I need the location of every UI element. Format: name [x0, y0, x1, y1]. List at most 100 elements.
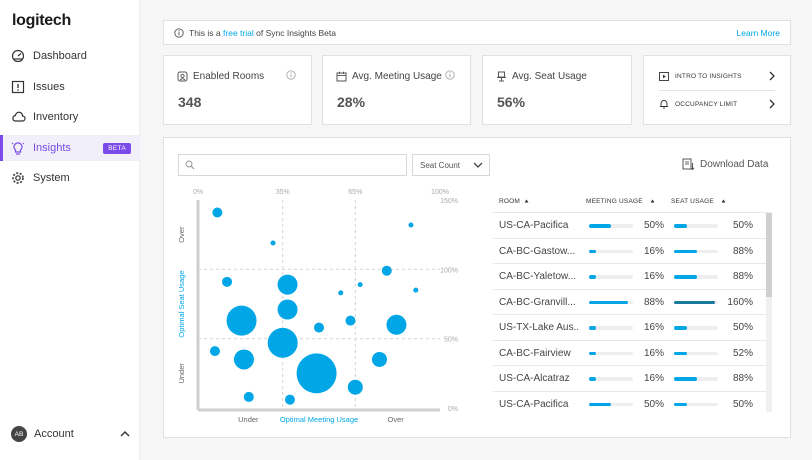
data-point	[212, 207, 223, 218]
download-data-button[interactable]: Download Data	[682, 158, 768, 171]
card-value: 56%	[497, 94, 526, 110]
data-point	[413, 287, 419, 293]
calendar-icon	[336, 71, 347, 82]
usage-scatter-chart: 0% 35% 65% 100% 150% 100% 50% 0% Under Optimal M…	[177, 189, 458, 424]
data-point	[381, 265, 392, 276]
quick-links-card: INTRO TO INSIGHTS OCCUPANCY LIMIT	[643, 55, 791, 125]
sort-icon	[650, 199, 655, 203]
meeting-usage-bar	[589, 224, 633, 228]
sidebar-item-dashboard[interactable]: Dashboard	[0, 43, 140, 69]
rooms-table: ROOM MEETING USAGE SEAT USAGE US-CA-Paci…	[493, 190, 771, 416]
avg-meeting-usage-card: Avg. Meeting Usage 28%	[322, 55, 471, 125]
chevron-up-icon	[120, 428, 130, 440]
header-label: SEAT USAGE	[671, 197, 714, 205]
meeting-usage-bar	[589, 377, 633, 381]
chevron-right-icon	[769, 99, 775, 109]
data-point	[243, 391, 254, 402]
table-row[interactable]: CA-BC-Gastow... 16% 88%	[493, 237, 771, 264]
avg-seat-usage-card: Avg. Seat Usage 56%	[482, 55, 632, 125]
chevron-down-icon	[473, 162, 483, 168]
dashboard-icon	[10, 48, 26, 64]
table-row[interactable]: CA-BC-Fairview 16% 52%	[493, 339, 771, 366]
sidebar-item-label: Issues	[33, 81, 65, 93]
sidebar-item-insights[interactable]: Insights BETA	[0, 135, 140, 161]
trial-text-prefix: This is a	[189, 27, 221, 38]
x-axis-label: Under	[238, 415, 259, 424]
table-row[interactable]: US-TX-Lake Aus... 16% 50%	[493, 314, 771, 340]
x-tick-label: 0%	[193, 189, 203, 196]
sort-icon	[721, 199, 726, 203]
y-tick-label: 100%	[440, 267, 458, 274]
seat-usage-column-header[interactable]: SEAT USAGE	[671, 198, 726, 205]
meeting-usage-value: 88%	[643, 296, 664, 308]
room-name: CA-BC-Yaletow...	[499, 271, 577, 282]
header-label: MEETING USAGE	[586, 197, 643, 205]
account-menu[interactable]: AB Account	[0, 422, 140, 446]
data-point	[357, 282, 363, 288]
account-label: Account	[34, 428, 74, 440]
learn-more-link[interactable]: Learn More	[736, 27, 780, 38]
lightbulb-icon	[10, 140, 26, 156]
room-name: CA-BC-Granvill...	[499, 296, 576, 308]
free-trial-link[interactable]: free trial	[223, 27, 254, 38]
table-row[interactable]: CA-BC-Granvill... 88% 160%	[493, 288, 771, 315]
seat-usage-bar	[674, 377, 718, 381]
card-value: 28%	[337, 94, 366, 110]
seat-usage-bar	[674, 326, 718, 330]
table-row[interactable]: CA-BC-Yaletow... 16% 88%	[493, 263, 771, 289]
data-point	[338, 290, 344, 296]
data-point	[277, 299, 298, 320]
meeting-usage-bar	[589, 402, 633, 406]
data-point	[347, 379, 363, 395]
table-row[interactable]: US-CA-Alcatraz 16% 88%	[493, 365, 771, 391]
table-scrollbar[interactable]	[766, 213, 772, 412]
seat-usage-bar	[674, 249, 718, 253]
scrollbar-thumb[interactable]	[766, 213, 772, 297]
beta-badge: BETA	[103, 142, 131, 154]
y-tick-label: 0%	[448, 406, 458, 413]
occupancy-limit-link[interactable]: OCCUPANCY LIMIT	[659, 94, 775, 114]
search-input[interactable]	[178, 154, 407, 176]
link-label: OCCUPANCY LIMIT	[675, 100, 738, 108]
issues-icon	[10, 79, 26, 95]
seat-count-select[interactable]: Seat Count	[412, 154, 490, 176]
y-tick-label: 50%	[444, 337, 458, 344]
intro-to-insights-link[interactable]: INTRO TO INSIGHTS	[659, 66, 775, 86]
card-label: Enabled Rooms	[193, 71, 265, 82]
card-label: Avg. Meeting Usage	[352, 71, 442, 82]
sidebar-item-system[interactable]: System	[0, 165, 140, 191]
meeting-usage-bar	[589, 249, 633, 253]
gear-icon	[10, 170, 26, 186]
divider	[659, 90, 775, 91]
seat-icon	[496, 71, 507, 82]
meeting-usage-column-header[interactable]: MEETING USAGE	[586, 198, 655, 205]
y-axis-label: Optimal Seat Usage	[177, 270, 186, 337]
table-row[interactable]: US-CA-Pacifica 50% 50%	[493, 212, 771, 238]
data-point	[408, 222, 414, 228]
data-point	[270, 240, 276, 246]
sidebar-item-inventory[interactable]: Inventory	[0, 104, 140, 130]
header-label: ROOM	[499, 197, 521, 205]
logitech-logo: logitech	[12, 12, 71, 29]
info-icon[interactable]	[445, 70, 455, 80]
room-column-header[interactable]: ROOM	[499, 198, 529, 205]
sort-icon	[524, 199, 529, 203]
x-tick-label: 65%	[348, 189, 362, 196]
data-point	[345, 315, 356, 326]
insights-panel	[163, 137, 791, 438]
data-point	[284, 394, 295, 405]
seat-usage-bar	[674, 300, 718, 304]
seat-usage-value: 88%	[732, 271, 753, 282]
room-name: US-TX-Lake Aus...	[499, 322, 579, 333]
meeting-usage-value: 16%	[643, 373, 664, 384]
download-label: Download Data	[700, 159, 769, 170]
sidebar-item-issues[interactable]: Issues	[0, 74, 140, 100]
trial-text-suffix: of Sync Insights Beta	[256, 27, 336, 38]
data-point	[296, 353, 337, 394]
table-row[interactable]: US-CA-Pacifica 50% 50%	[493, 390, 771, 417]
seat-usage-bar	[674, 224, 718, 228]
data-point	[277, 274, 298, 295]
data-point	[222, 276, 233, 287]
sidebar-item-label: Inventory	[33, 111, 79, 123]
info-icon[interactable]	[286, 70, 296, 80]
